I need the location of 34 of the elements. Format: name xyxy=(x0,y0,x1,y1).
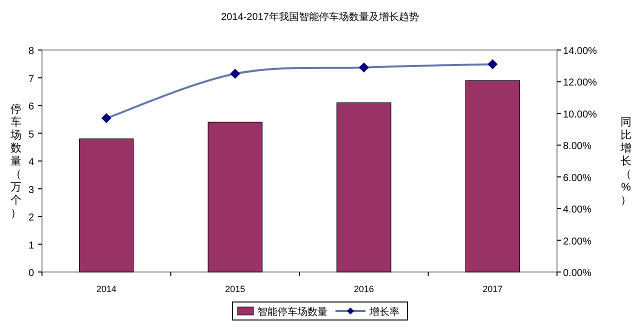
point xyxy=(230,68,240,79)
y-tick-label: 5 xyxy=(28,129,34,140)
y2-tick-label: 2.00% xyxy=(563,236,592,248)
y-tick-label: 1 xyxy=(28,240,34,252)
y2-tick-label: 8.00% xyxy=(563,141,592,152)
x-tick-label: 2017 xyxy=(482,284,503,294)
x-tick-label: 2016 xyxy=(354,284,374,294)
y2-tick-label: 12.00% xyxy=(563,78,598,89)
legend-label: 智能停车场数量 xyxy=(258,306,328,318)
y-tick-label: 7 xyxy=(28,74,34,85)
text: 停车场数量（万个） xyxy=(10,104,22,220)
y-tick-label: 6 xyxy=(28,102,34,112)
bar xyxy=(79,138,134,272)
bar xyxy=(336,102,392,272)
y2-tick-label: 0.00% xyxy=(563,268,592,279)
y-tick-label: 8 xyxy=(28,46,34,57)
point xyxy=(358,62,369,72)
x-tick-label: 2015 xyxy=(225,284,246,294)
y2-tick-label: 10.00% xyxy=(563,109,598,120)
point xyxy=(101,113,112,124)
bar xyxy=(208,122,262,272)
point xyxy=(488,59,498,70)
y-tick-label: 2 xyxy=(28,212,34,224)
y2-tick-label: 14.00% xyxy=(563,46,598,57)
y-tick-label: 4 xyxy=(28,157,34,168)
y2-axis-title: 同比增长（%） xyxy=(620,116,632,206)
y-tick-label: 3 xyxy=(28,184,34,196)
chart-title: 2014-2017年我国智能停车场数量及增长趋势 xyxy=(221,11,419,23)
y2-tick-label: 6.00% xyxy=(563,172,592,184)
x-tick-label: 2014 xyxy=(96,284,116,294)
legend-label: 增长率 xyxy=(368,306,400,318)
y-tick-label: 0 xyxy=(28,268,34,279)
y2-tick-label: 4.00% xyxy=(563,204,592,216)
bar xyxy=(465,80,520,272)
